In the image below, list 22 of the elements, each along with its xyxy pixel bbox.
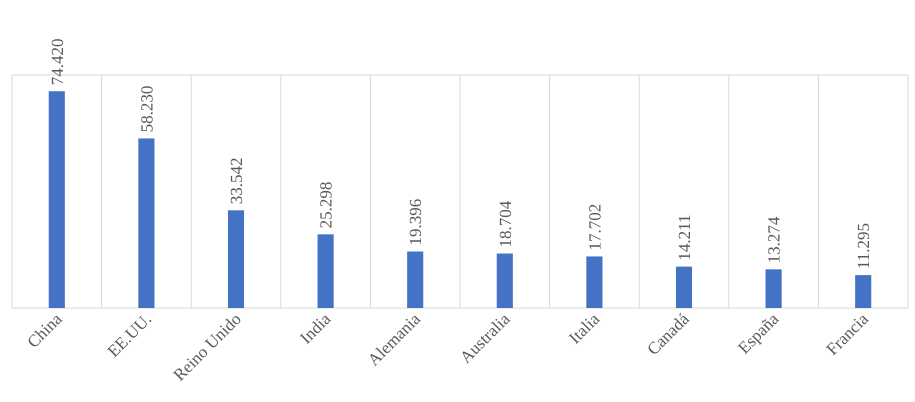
data-label: 18.704 <box>496 200 515 248</box>
bar <box>228 210 244 308</box>
data-label: 74.420 <box>48 38 67 86</box>
data-label: 58.230 <box>137 86 156 132</box>
bar <box>48 91 65 308</box>
bar <box>138 138 154 308</box>
x-tick-label: Italia <box>565 309 604 348</box>
bar <box>855 275 872 308</box>
bar <box>496 254 513 308</box>
data-label: 19.396 <box>406 198 426 246</box>
data-label: 11.295 <box>854 222 874 270</box>
data-label: 14.211 <box>675 214 694 261</box>
data-label: 25.298 <box>316 182 336 228</box>
data-label: 33.542 <box>227 158 246 204</box>
bar <box>407 252 424 308</box>
data-label: 13.274 <box>764 216 784 264</box>
bar <box>766 269 782 308</box>
x-tick-label: India <box>296 309 335 348</box>
bar <box>676 266 692 308</box>
bar <box>586 256 602 308</box>
data-label: 17.702 <box>585 204 604 250</box>
bar <box>318 234 334 308</box>
